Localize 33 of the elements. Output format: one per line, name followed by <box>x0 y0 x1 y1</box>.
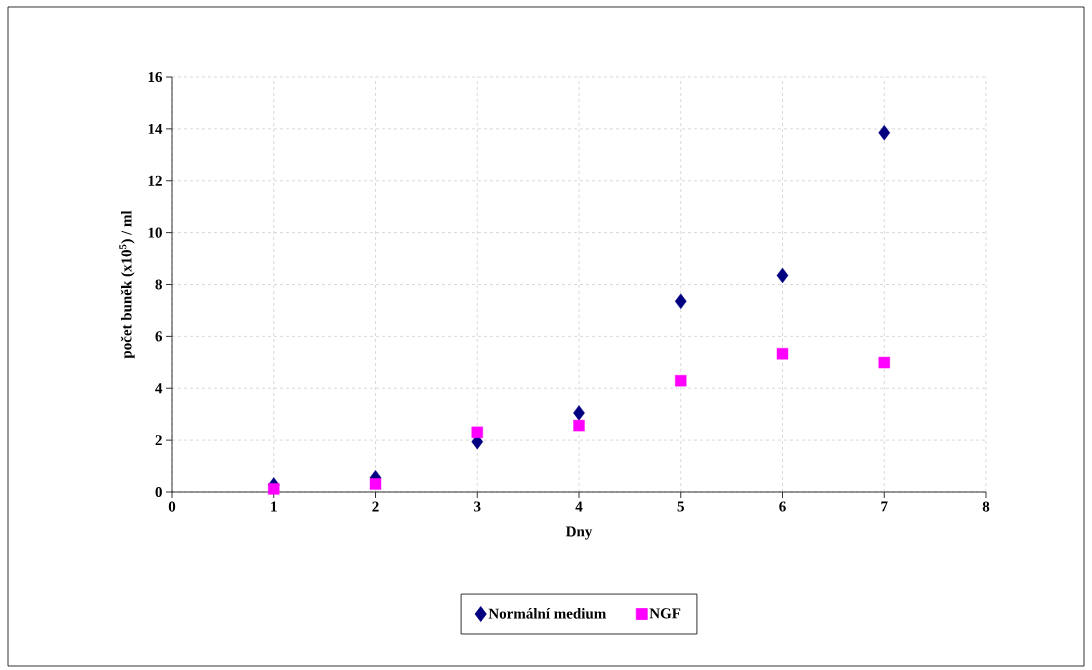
x-tick-label: 0 <box>168 501 176 512</box>
point <box>674 293 687 310</box>
point <box>776 267 789 284</box>
legend-label: Normální medium <box>488 608 606 619</box>
x-tick-label: 3 <box>474 501 481 512</box>
x-tick-label: 4 <box>575 501 583 512</box>
x-tick-label: 7 <box>881 501 888 512</box>
y-tick-label: 6 <box>155 331 163 342</box>
point <box>776 348 789 360</box>
y-tick-label: 16 <box>148 71 163 83</box>
y-tick-label: 0 <box>155 486 162 498</box>
point <box>878 356 890 369</box>
y-tick-label: 10 <box>148 227 162 238</box>
y-tick-label: 12 <box>148 175 162 186</box>
y-tick-label: 4 <box>155 383 163 394</box>
x-tick-label: 5 <box>677 501 684 512</box>
x-tick-label: 8 <box>982 501 990 512</box>
legend-label: NGF <box>649 608 681 619</box>
y-tick-label: 14 <box>148 123 163 134</box>
x-axis-title: Dny <box>565 526 593 540</box>
point <box>268 483 280 495</box>
point <box>369 478 382 490</box>
y-axis-title: počet buněk (x10$^{5}$) / ml <box>119 210 135 359</box>
y-tick-label: 2 <box>155 435 162 446</box>
point <box>675 375 687 387</box>
point <box>471 426 483 439</box>
x-tick-label: 6 <box>779 501 786 512</box>
point <box>573 419 585 432</box>
point <box>573 405 585 421</box>
x-tick-label: 2 <box>372 501 379 512</box>
point <box>878 125 891 141</box>
x-tick-label: 1 <box>271 501 277 512</box>
y-tick-label: 8 <box>155 279 162 290</box>
